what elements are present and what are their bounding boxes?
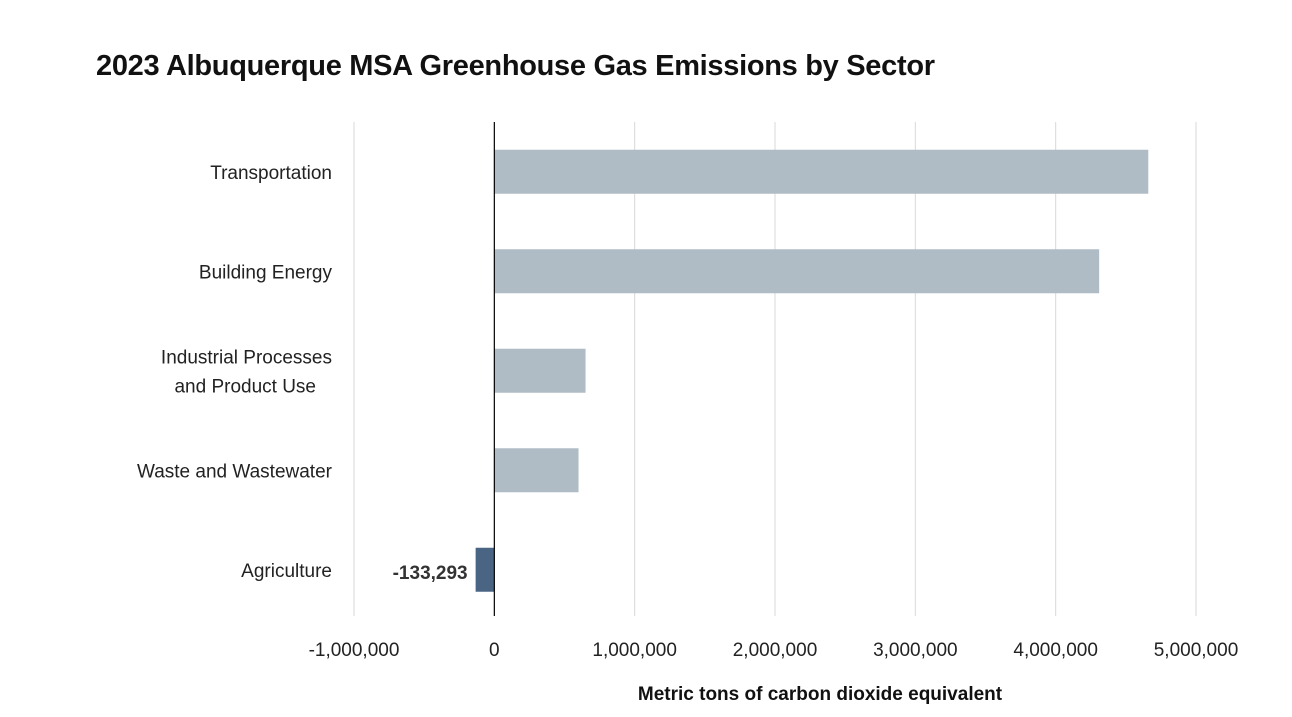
x-tick-label: 5,000,000	[1154, 640, 1239, 661]
bar-agriculture	[475, 547, 495, 592]
category-label: Building Energy	[199, 262, 333, 283]
x-tick-label: -1,000,000	[309, 640, 400, 661]
label-layer: -1,000,000 0 1,000,000 2,000,000 3,000,000 4,…	[137, 163, 1238, 661]
category-label: Agriculture	[241, 561, 332, 582]
grid-layer	[353, 122, 1197, 616]
category-label: Waste and Wastewater	[137, 461, 333, 482]
bar-industrial-processes-and-product-use	[494, 348, 586, 393]
category-label: Industrial Processes	[161, 347, 332, 368]
chart-title: 2023 Albuquerque MSA Greenhouse Gas Emis…	[96, 50, 935, 82]
x-tick-label: 4,000,000	[1013, 640, 1098, 661]
x-tick-label: 0	[489, 640, 500, 661]
category-label: and Product Use	[174, 376, 316, 397]
category-label: Transportation	[210, 163, 332, 184]
data-label: -133,293	[393, 563, 468, 584]
x-tick-label: 3,000,000	[873, 640, 958, 661]
bar-layer	[475, 122, 1149, 616]
bar-building-energy	[494, 249, 1100, 294]
x-tick-label: 1,000,000	[592, 640, 677, 661]
x-axis-title: Metric tons of carbon dioxide equivalent	[637, 684, 1003, 705]
bar-waste-and-wastewater	[494, 448, 579, 493]
x-tick-label: 2,000,000	[733, 640, 818, 661]
bar-transportation	[494, 149, 1149, 194]
